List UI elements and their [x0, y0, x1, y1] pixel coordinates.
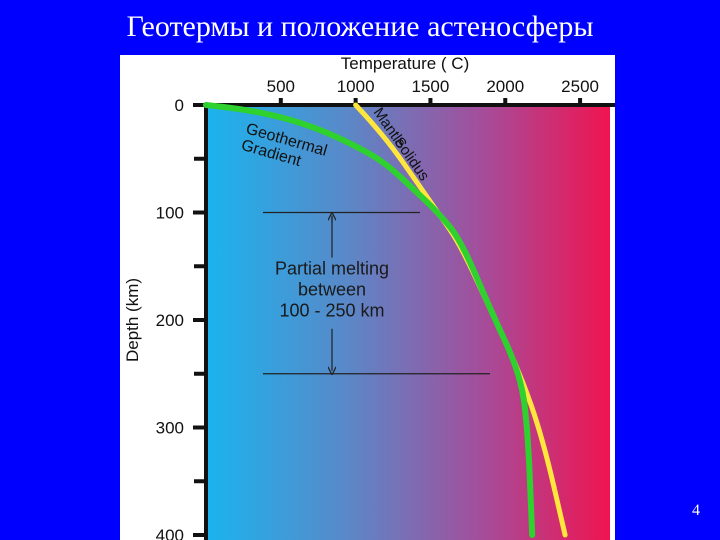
chart-panel: Partial melting between 100 - 250 km 500 10…: [120, 55, 615, 540]
x-axis-label: Temperature ( C): [341, 55, 469, 73]
melting-annotation-text: Partial melting: [275, 259, 389, 279]
slide-title: Геотермы и положение астеносферы: [126, 10, 594, 43]
y-tick-label: 200: [156, 311, 184, 330]
y-tick-label: 400: [156, 526, 184, 540]
x-tick-label: 1000: [337, 77, 375, 96]
y-tick-label: 300: [156, 419, 184, 438]
x-tick-label: 500: [267, 77, 295, 96]
geothermal-gradient-line: [203, 102, 536, 538]
x-tick-label: 2000: [486, 77, 524, 96]
slide-number: 4: [692, 502, 700, 519]
y-tick-label: 100: [156, 204, 184, 223]
melting-annotation-text: 100 - 250 km: [279, 301, 384, 321]
plot-background: [206, 105, 610, 540]
melting-annotation-text: between: [298, 280, 366, 300]
x-tick-label: 1500: [412, 77, 450, 96]
y-axis-label: Depth (km): [123, 278, 142, 362]
x-tick-label: 2500: [561, 77, 599, 96]
y-tick-label: 0: [175, 96, 184, 115]
